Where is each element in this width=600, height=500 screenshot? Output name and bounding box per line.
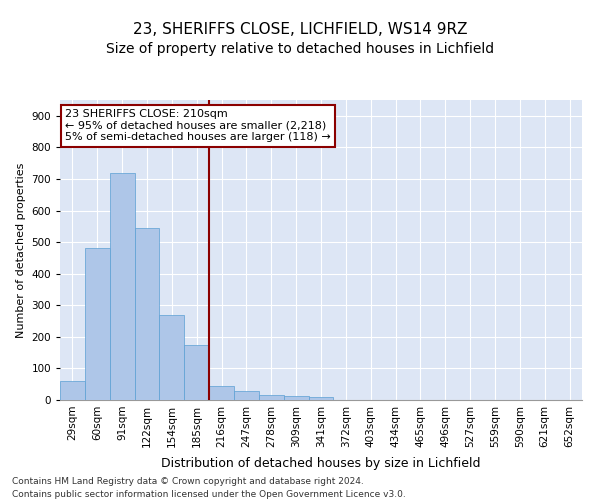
Bar — [284, 396, 308, 400]
Bar — [234, 390, 259, 400]
Bar — [134, 228, 160, 400]
Text: Contains public sector information licensed under the Open Government Licence v3: Contains public sector information licen… — [12, 490, 406, 499]
Bar — [259, 396, 284, 400]
Bar — [60, 381, 85, 400]
Text: 23, SHERIFFS CLOSE, LICHFIELD, WS14 9RZ: 23, SHERIFFS CLOSE, LICHFIELD, WS14 9RZ — [133, 22, 467, 38]
Bar — [110, 172, 134, 400]
Text: 23 SHERIFFS CLOSE: 210sqm
← 95% of detached houses are smaller (2,218)
5% of sem: 23 SHERIFFS CLOSE: 210sqm ← 95% of detac… — [65, 109, 331, 142]
Bar — [209, 386, 234, 400]
Text: Size of property relative to detached houses in Lichfield: Size of property relative to detached ho… — [106, 42, 494, 56]
Bar — [184, 344, 209, 400]
Bar — [160, 314, 184, 400]
Bar — [85, 248, 110, 400]
Y-axis label: Number of detached properties: Number of detached properties — [16, 162, 26, 338]
Text: Distribution of detached houses by size in Lichfield: Distribution of detached houses by size … — [161, 458, 481, 470]
Text: Contains HM Land Registry data © Crown copyright and database right 2024.: Contains HM Land Registry data © Crown c… — [12, 478, 364, 486]
Bar — [308, 398, 334, 400]
